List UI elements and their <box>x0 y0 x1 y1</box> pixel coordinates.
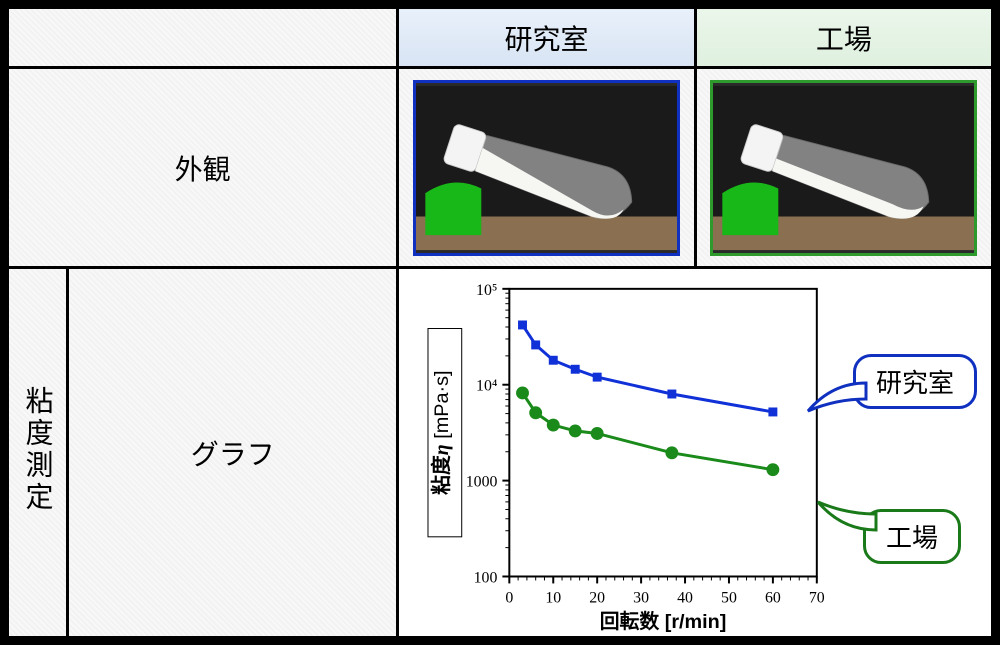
svg-text:10⁴: 10⁴ <box>476 378 498 395</box>
header-factory-text: 工場 <box>816 24 872 55</box>
svg-text:回転数 [r/min]: 回転数 [r/min] <box>600 610 727 633</box>
chart-cell: 0 10 20 30 40 50 60 70 100 1000 10⁴ 10⁵ 回転数 [r/min] 粘… <box>398 268 993 638</box>
viscosity-chart: 0 10 20 30 40 50 60 70 100 1000 10⁴ 10⁵ 回転数 [r/min] 粘… <box>399 269 991 636</box>
table-grid: 研究室 工場 外観 <box>6 6 994 639</box>
svg-text:70: 70 <box>809 589 825 606</box>
appearance-label-text: 外観 <box>175 154 231 185</box>
svg-text:0: 0 <box>506 589 514 606</box>
svg-text:粘度η [mPa·s]: 粘度η [mPa·s] <box>430 370 453 494</box>
header-lab: 研究室 <box>398 8 695 68</box>
svg-text:1000: 1000 <box>466 474 498 491</box>
row-label-viscosity: 粘度測定 <box>8 268 68 638</box>
svg-text:30: 30 <box>634 589 650 606</box>
photo-cell-lab <box>398 68 695 268</box>
bottle-illustration-factory <box>713 83 974 253</box>
corner-cell <box>8 8 398 68</box>
row-label-graph: グラフ <box>68 268 398 638</box>
callout-factory: 工場 <box>863 509 961 564</box>
svg-text:20: 20 <box>590 589 606 606</box>
photo-factory <box>710 80 977 256</box>
callout-tail-lab <box>802 379 920 428</box>
svg-text:40: 40 <box>677 589 693 606</box>
bottle-illustration-lab <box>416 83 677 253</box>
viscosity-label-text: 粘度測定 <box>18 386 58 514</box>
svg-text:10: 10 <box>546 589 562 606</box>
svg-text:100: 100 <box>474 569 498 586</box>
svg-text:50: 50 <box>721 589 737 606</box>
callout-tail-factory <box>812 494 904 543</box>
graph-label-text: グラフ <box>191 439 275 470</box>
header-lab-text: 研究室 <box>505 24 589 55</box>
svg-text:60: 60 <box>765 589 781 606</box>
svg-text:10⁵: 10⁵ <box>476 282 497 299</box>
row-label-appearance: 外観 <box>8 68 398 268</box>
callout-lab: 研究室 <box>853 354 977 409</box>
header-factory: 工場 <box>695 8 992 68</box>
photo-lab <box>413 80 680 256</box>
comparison-table: 研究室 工場 外観 <box>0 0 1000 645</box>
chart-svg: 0 10 20 30 40 50 60 70 100 1000 10⁴ 10⁵ 回転数 [r/min] 粘… <box>399 269 991 636</box>
photo-cell-factory <box>695 68 992 268</box>
